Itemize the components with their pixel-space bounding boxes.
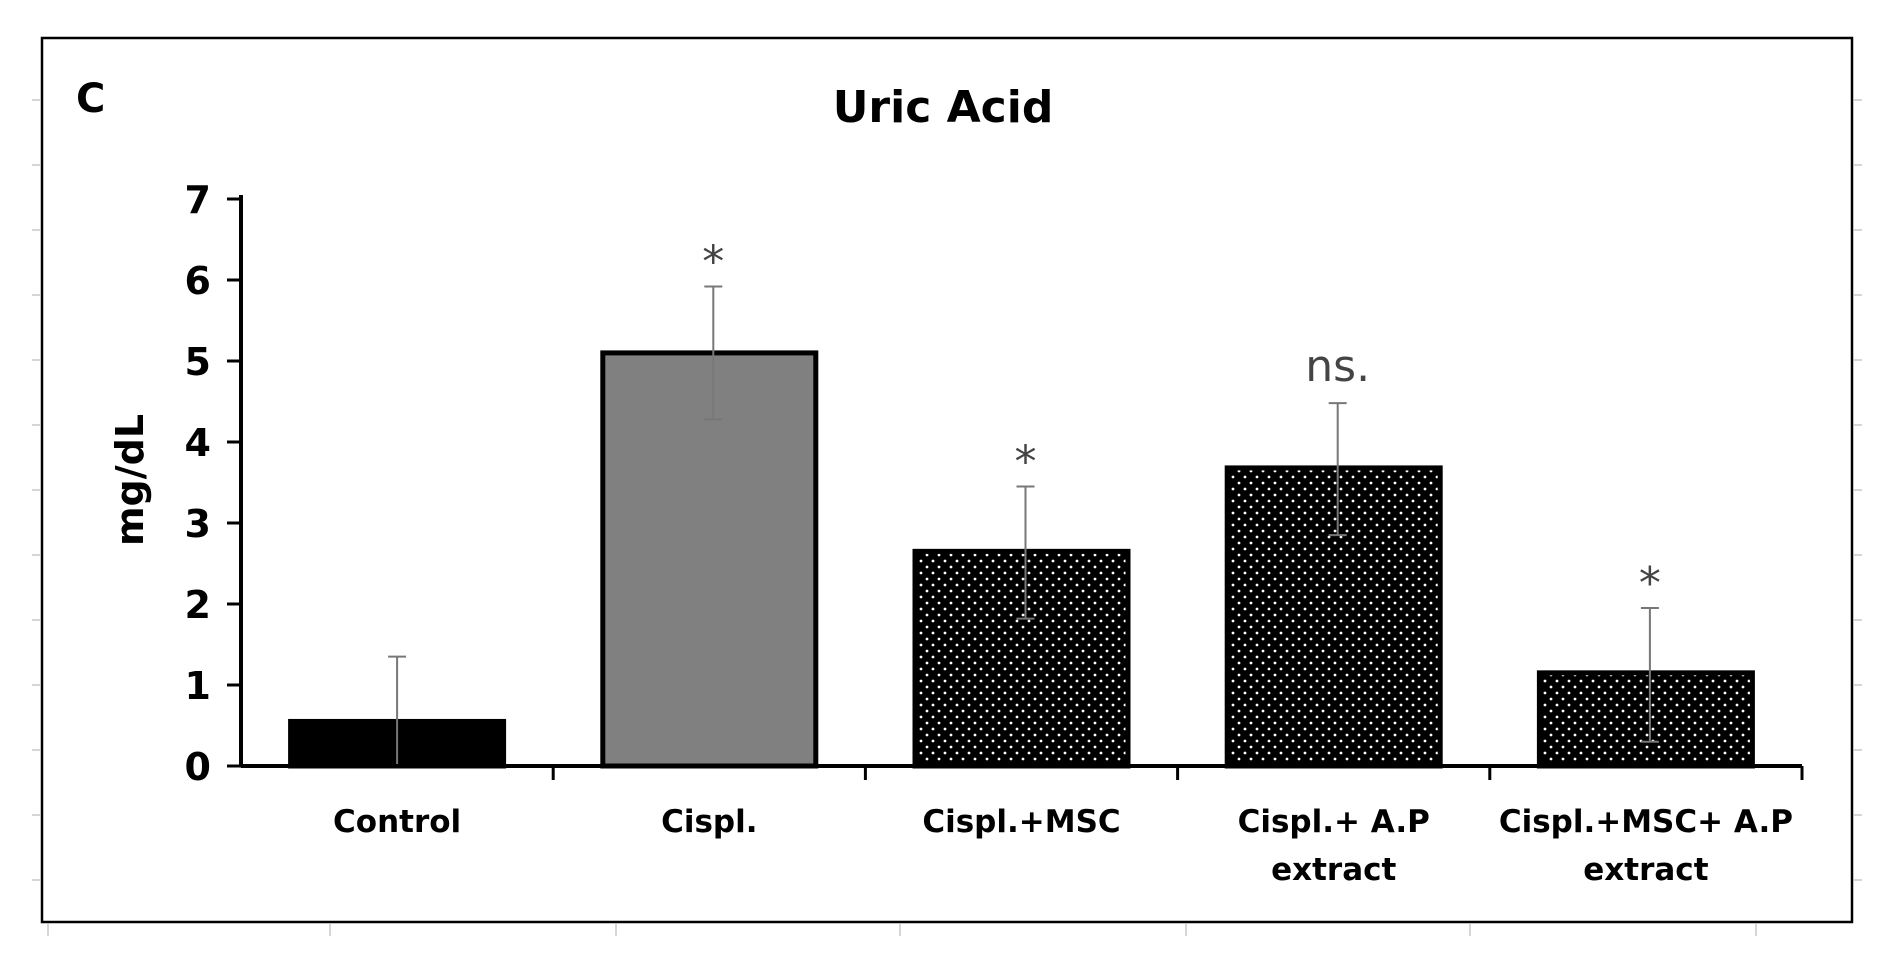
chart-title: Uric Acid: [833, 82, 1054, 133]
error-bars: [388, 285, 1659, 767]
category-label-3-line-0: Cispl.+ A.P: [1238, 804, 1430, 840]
category-label-0: Control: [333, 804, 461, 840]
y-tick-label-7: 7: [185, 178, 211, 222]
bar-4: [1536, 670, 1755, 769]
bar-1: [600, 350, 819, 769]
y-tick-label-0: 0: [185, 745, 211, 789]
category-label-3: Cispl.+ A.P extract: [1238, 804, 1430, 888]
category-labels: Control Cispl. Cispl.+MSC Cispl.+ A.P extrac…: [333, 804, 1793, 888]
category-label-3-line-1: extract: [1271, 852, 1396, 888]
chart-frame: [40, 36, 1854, 924]
annotation-2: *: [1015, 437, 1037, 488]
y-tick-label-3: 3: [185, 502, 211, 546]
category-label-0-line-0: Control: [333, 804, 461, 840]
annotation-4: *: [1639, 558, 1661, 609]
y-tick-label-2: 2: [185, 583, 211, 627]
panel-label: C: [76, 76, 105, 122]
y-tick-label-5: 5: [185, 340, 211, 384]
outer-tick-marks: [32, 99, 1862, 936]
significance-annotations: * * ns. *: [702, 236, 1661, 609]
annotation-3: ns.: [1305, 341, 1370, 392]
bars: [288, 350, 1755, 769]
category-label-1: Cispl.: [661, 804, 757, 840]
bar-2: [912, 548, 1131, 769]
category-label-2: Cispl.+MSC: [922, 804, 1120, 840]
y-axis-ticks: 0 1 2 3 4 5 6 7: [185, 178, 241, 789]
category-label-4-line-1: extract: [1583, 852, 1708, 888]
y-tick-label-6: 6: [185, 259, 211, 303]
y-axis-label: mg/dL: [108, 414, 152, 546]
y-tick-label-1: 1: [185, 664, 211, 708]
bar-3: [1224, 465, 1443, 769]
category-label-2-line-0: Cispl.+MSC: [922, 804, 1120, 840]
x-axis-ticks: [551, 766, 1804, 780]
category-label-1-line-0: Cispl.: [661, 804, 757, 840]
category-label-4: Cispl.+MSC+ A.P extract: [1499, 804, 1793, 888]
category-label-4-line-0: Cispl.+MSC+ A.P: [1499, 804, 1793, 840]
y-tick-label-4: 4: [185, 421, 211, 465]
annotation-1: *: [702, 236, 724, 287]
